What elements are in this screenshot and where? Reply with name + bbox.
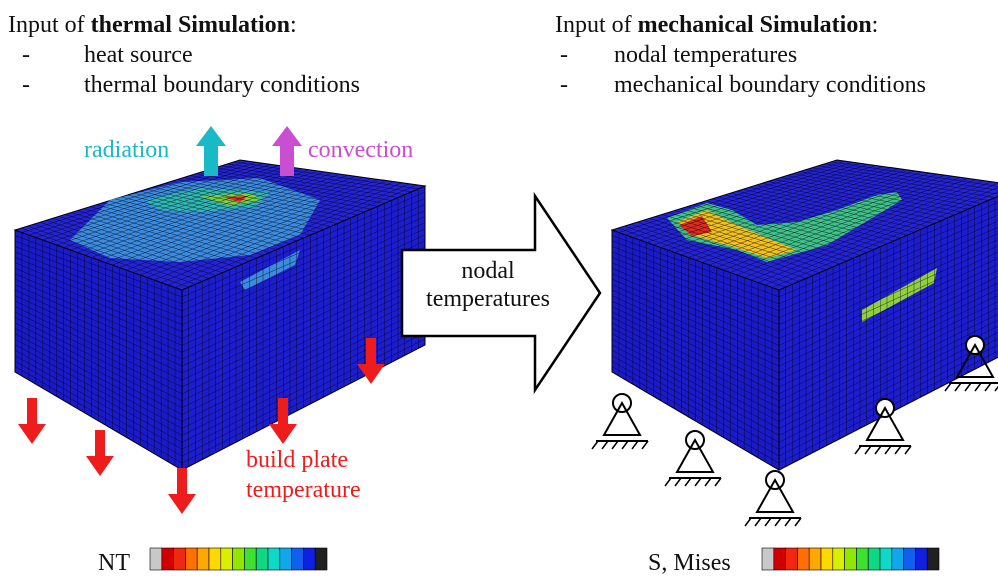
radiation-label: radiation <box>84 137 169 163</box>
color-swatch <box>774 548 786 570</box>
support <box>745 471 801 526</box>
color-swatch <box>315 548 327 570</box>
color-swatch <box>256 548 268 570</box>
diagram: Input of thermal Simulation: - heat sour… <box>0 0 998 576</box>
color-swatch <box>786 548 798 570</box>
color-swatch <box>244 548 256 570</box>
list-item: nodal temperatures <box>614 42 797 68</box>
color-swatch <box>845 548 857 570</box>
color-swatch <box>292 548 304 570</box>
list-item: thermal boundary conditions <box>84 72 360 98</box>
bullet: - <box>22 42 30 68</box>
convection-label: convection <box>308 137 413 163</box>
color-swatch <box>185 548 197 570</box>
support <box>592 394 648 449</box>
support <box>665 431 721 486</box>
bc-arrow <box>18 398 46 444</box>
arrow-label: temperatures <box>426 286 550 312</box>
color-swatch <box>162 548 174 570</box>
bullet: - <box>560 72 568 98</box>
right-title: Input of mechanical Simulation: <box>555 12 878 38</box>
color-swatch <box>280 548 292 570</box>
color-swatch <box>915 548 927 570</box>
color-swatch <box>880 548 892 570</box>
color-swatch <box>927 548 939 570</box>
color-swatch <box>892 548 904 570</box>
left-title: Input of thermal Simulation: <box>8 12 297 38</box>
list-item: mechanical boundary conditions <box>614 72 926 98</box>
color-swatch <box>904 548 916 570</box>
arrow-label: nodal <box>461 258 515 284</box>
color-swatch <box>174 548 186 570</box>
color-swatch <box>150 548 162 570</box>
build-plate-label: build plate <box>246 447 348 473</box>
color-bar <box>762 548 939 570</box>
color-bar <box>150 548 327 570</box>
legend-label: S, Mises <box>648 550 731 576</box>
bc-arrow <box>86 430 114 476</box>
list-item: heat source <box>84 42 193 68</box>
color-swatch <box>809 548 821 570</box>
build-plate-label: temperature <box>246 477 361 503</box>
bullet: - <box>560 42 568 68</box>
color-swatch <box>856 548 868 570</box>
color-swatch <box>221 548 233 570</box>
legend-label: NT <box>98 550 130 576</box>
color-swatch <box>797 548 809 570</box>
color-swatch <box>833 548 845 570</box>
color-swatch <box>762 548 774 570</box>
bullet: - <box>22 72 30 98</box>
color-swatch <box>268 548 280 570</box>
color-swatch <box>868 548 880 570</box>
bc-arrow <box>168 468 196 514</box>
color-swatch <box>303 548 315 570</box>
color-swatch <box>197 548 209 570</box>
color-swatch <box>209 548 221 570</box>
color-swatch <box>233 548 245 570</box>
color-swatch <box>821 548 833 570</box>
